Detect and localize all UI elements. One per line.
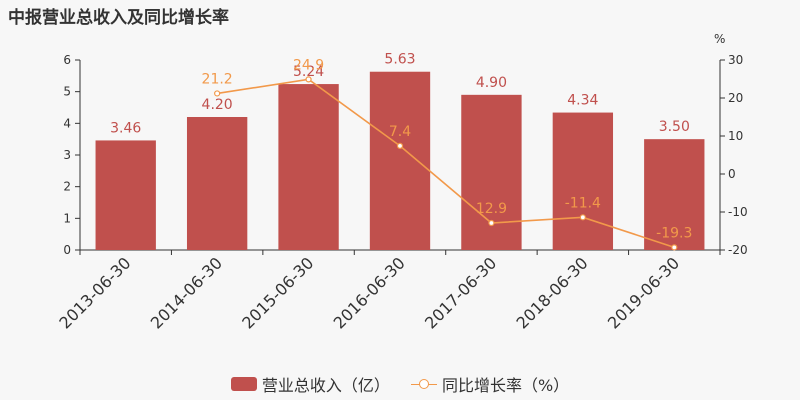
growth-line	[217, 78, 675, 249]
growth-point	[396, 142, 404, 149]
growth-point	[305, 76, 312, 83]
bar-value-label: 3.46	[110, 120, 141, 136]
bar	[369, 71, 431, 250]
y-right-unit: %	[714, 32, 725, 46]
y-right-tick-label: -20	[728, 243, 748, 257]
x-tick-label: 2016-06-30	[330, 253, 409, 332]
legend-bar-swatch	[230, 377, 257, 391]
growth-point	[214, 90, 221, 97]
growth-value-label: 24.9	[293, 57, 324, 73]
growth-point	[579, 214, 586, 221]
bar	[552, 112, 614, 250]
bar	[644, 139, 705, 250]
bar	[186, 117, 248, 250]
legend: 营业总收入（亿） 同比增长率（%）	[0, 372, 800, 396]
y-right-tick-label: 30	[728, 53, 743, 67]
bar	[461, 94, 522, 250]
y-left-tick-label: 1	[63, 211, 71, 225]
bar-value-label: 5.63	[384, 52, 415, 68]
growth-value-label: 7.4	[389, 124, 411, 140]
x-tick-label: 2019-06-30	[604, 253, 683, 332]
legend-label-revenue: 营业总收入（亿）	[261, 376, 390, 395]
growth-value-label: 21.2	[202, 71, 233, 87]
bar-value-label: 4.90	[476, 75, 507, 91]
x-tick-label: 2017-06-30	[421, 253, 500, 332]
legend-item-growth[interactable]: 同比增长率（%）	[410, 372, 570, 396]
x-tick-label: 2014-06-30	[147, 253, 226, 332]
legend-label-growth: 同比增长率（%）	[441, 376, 570, 395]
bar-value-label: 4.20	[202, 97, 233, 113]
y-left-tick-label: 4	[63, 116, 71, 130]
y-left-tick-label: 5	[63, 85, 71, 99]
y-right-tick-label: -10	[728, 205, 748, 219]
x-tick-label: 2013-06-30	[55, 253, 134, 332]
chart-title: 中报营业总收入及同比增长率	[8, 8, 229, 28]
growth-value-label: -19.3	[656, 225, 692, 241]
y-left-tick-label: 3	[63, 148, 71, 162]
y-left-tick-label: 0	[63, 243, 71, 257]
y-left-tick-label: 2	[63, 180, 71, 194]
bar	[95, 140, 156, 250]
growth-value-label: -11.4	[565, 195, 601, 211]
bar-value-label: 4.34	[567, 93, 598, 109]
y-left-tick-label: 6	[63, 53, 71, 67]
y-right-tick-label: 0	[728, 167, 736, 181]
x-tick-label: 2018-06-30	[513, 253, 592, 332]
bar	[278, 84, 339, 250]
x-tick-label: 2015-06-30	[238, 253, 317, 332]
bar-value-label: 3.50	[659, 119, 690, 135]
bar-value-label: 5.24	[293, 64, 324, 80]
growth-point	[671, 244, 678, 251]
y-right-tick-label: 20	[728, 91, 743, 105]
growth-value-label: 12.9	[476, 201, 507, 217]
growth-point	[488, 219, 495, 227]
legend-item-revenue[interactable]: 营业总收入（亿）	[230, 372, 390, 396]
y-right-tick-label: 10	[728, 129, 743, 143]
legend-line-swatch	[410, 377, 437, 391]
